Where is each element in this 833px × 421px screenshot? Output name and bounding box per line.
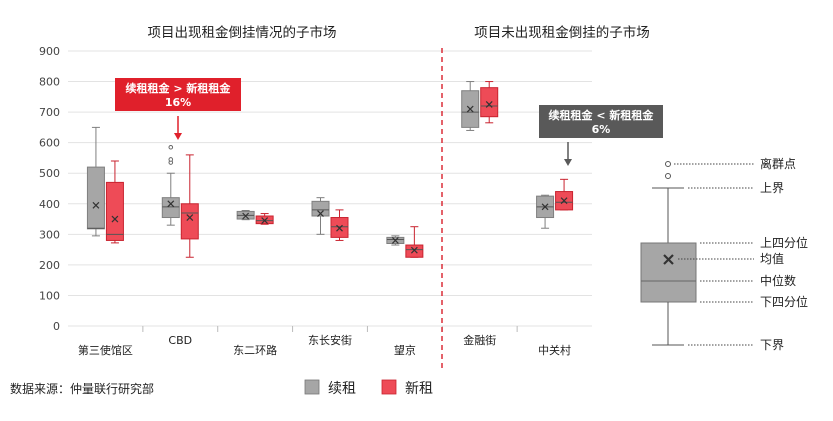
callout-text: 续租租金 > 新租租金 <box>126 81 232 95</box>
key-label-median: 中位数 <box>760 273 796 288</box>
callout-percent: 16% <box>165 96 191 109</box>
mean-marker <box>111 215 119 223</box>
y-tick-label: 100 <box>39 289 60 302</box>
y-tick-label: 300 <box>39 228 60 241</box>
legend-label-renewal: 续租 <box>328 380 356 397</box>
x-tick-label: 望京 <box>394 343 416 357</box>
mean-marker <box>186 214 194 221</box>
key-label-q3: 上四分位 <box>760 235 808 250</box>
gridlines <box>68 50 592 332</box>
callout-box <box>539 105 663 138</box>
y-tick-label: 700 <box>39 106 60 119</box>
box-body <box>161 197 180 219</box>
mean-marker <box>541 203 549 211</box>
mean-marker <box>466 105 474 113</box>
source-note: 数据来源：仲量联行研究部 <box>10 381 154 396</box>
callout-arrow-head <box>174 133 182 140</box>
box-series <box>86 81 574 258</box>
box-renewal <box>86 126 105 237</box>
mean-marker <box>336 224 343 232</box>
callout-box <box>115 78 241 111</box>
key-outlier-point <box>665 161 671 167</box>
x-tick-label: 东长安街 <box>308 333 352 347</box>
mean-marker <box>317 210 324 217</box>
mean-marker <box>167 200 175 208</box>
mean-marker <box>560 197 568 205</box>
box-body <box>180 203 199 240</box>
mean-marker <box>242 212 250 220</box>
box-new <box>555 178 574 211</box>
box-body <box>405 244 424 258</box>
box-new <box>405 226 424 258</box>
callout-renewal-higher: 续租租金 > 新租租金 16% <box>115 78 241 140</box>
box-renewal <box>386 235 405 246</box>
callout-text: 续租租金 < 新租租金 <box>549 108 655 122</box>
key-label-outlier: 离群点 <box>760 156 796 171</box>
y-tick-label: 600 <box>39 137 60 150</box>
box-renewal <box>311 197 330 235</box>
box-new <box>480 81 499 124</box>
mean-marker <box>92 201 100 209</box>
x-tick-label: 第三使馆区 <box>78 343 133 357</box>
y-tick-label: 0 <box>53 320 60 333</box>
boxplot-key-diagram: 离群点 上界 上四分位 均值 中位数 下四分位 下界 <box>640 156 808 352</box>
box-renewal <box>461 81 480 131</box>
box-renewal <box>236 210 255 221</box>
box-renewal <box>161 144 180 226</box>
y-tick-label: 800 <box>39 76 60 89</box>
mean-marker <box>485 101 493 108</box>
box-new <box>180 154 199 258</box>
x-tick-label: 金融街 <box>463 333 496 347</box>
key-outlier-point <box>665 173 671 179</box>
box-new <box>330 209 349 241</box>
legend-swatch-renewal <box>304 379 320 395</box>
box-body <box>86 166 105 230</box>
x-tick-label: 东二环路 <box>233 344 277 357</box>
box-body <box>311 200 330 217</box>
left-section-title: 项目出现租金倒挂情况的子市场 <box>148 24 337 41</box>
outlier-point <box>168 144 174 150</box>
box-new <box>255 213 274 225</box>
box-renewal <box>536 194 555 229</box>
key-label-lower: 下界 <box>760 338 784 352</box>
callout-renewal-lower: 续租租金 < 新租租金 6% <box>539 105 663 166</box>
mean-marker <box>391 237 399 244</box>
y-tick-label: 500 <box>39 167 60 180</box>
legend-label-new: 新租 <box>405 381 433 397</box>
right-section-title: 项目未出现租金倒挂的子市场 <box>474 24 650 41</box>
key-label-q1: 下四分位 <box>760 294 808 309</box>
box-body <box>105 181 124 241</box>
y-tick-label: 900 <box>39 45 60 58</box>
callout-arrow-head <box>564 159 572 166</box>
y-axis-ticks: 0 100 200 300 400 500 600 700 800 900 <box>39 45 60 333</box>
y-tick-label: 200 <box>39 259 60 272</box>
y-tick-label: 400 <box>39 198 60 211</box>
key-label-upper: 上界 <box>760 181 784 195</box>
outlier-point <box>168 157 174 162</box>
key-label-mean: 均值 <box>760 251 784 266</box>
box-body <box>480 87 499 118</box>
mean-marker <box>261 217 269 225</box>
x-tick-label: CBD <box>168 334 192 347</box>
callout-percent: 6% <box>592 123 611 136</box>
legend: 续租 新租 <box>304 379 433 397</box>
mean-marker <box>410 246 418 254</box>
key-box <box>640 242 697 303</box>
legend-swatch-new <box>381 379 397 395</box>
x-tick-label: 中关村 <box>538 343 571 357</box>
box-new <box>105 160 124 244</box>
